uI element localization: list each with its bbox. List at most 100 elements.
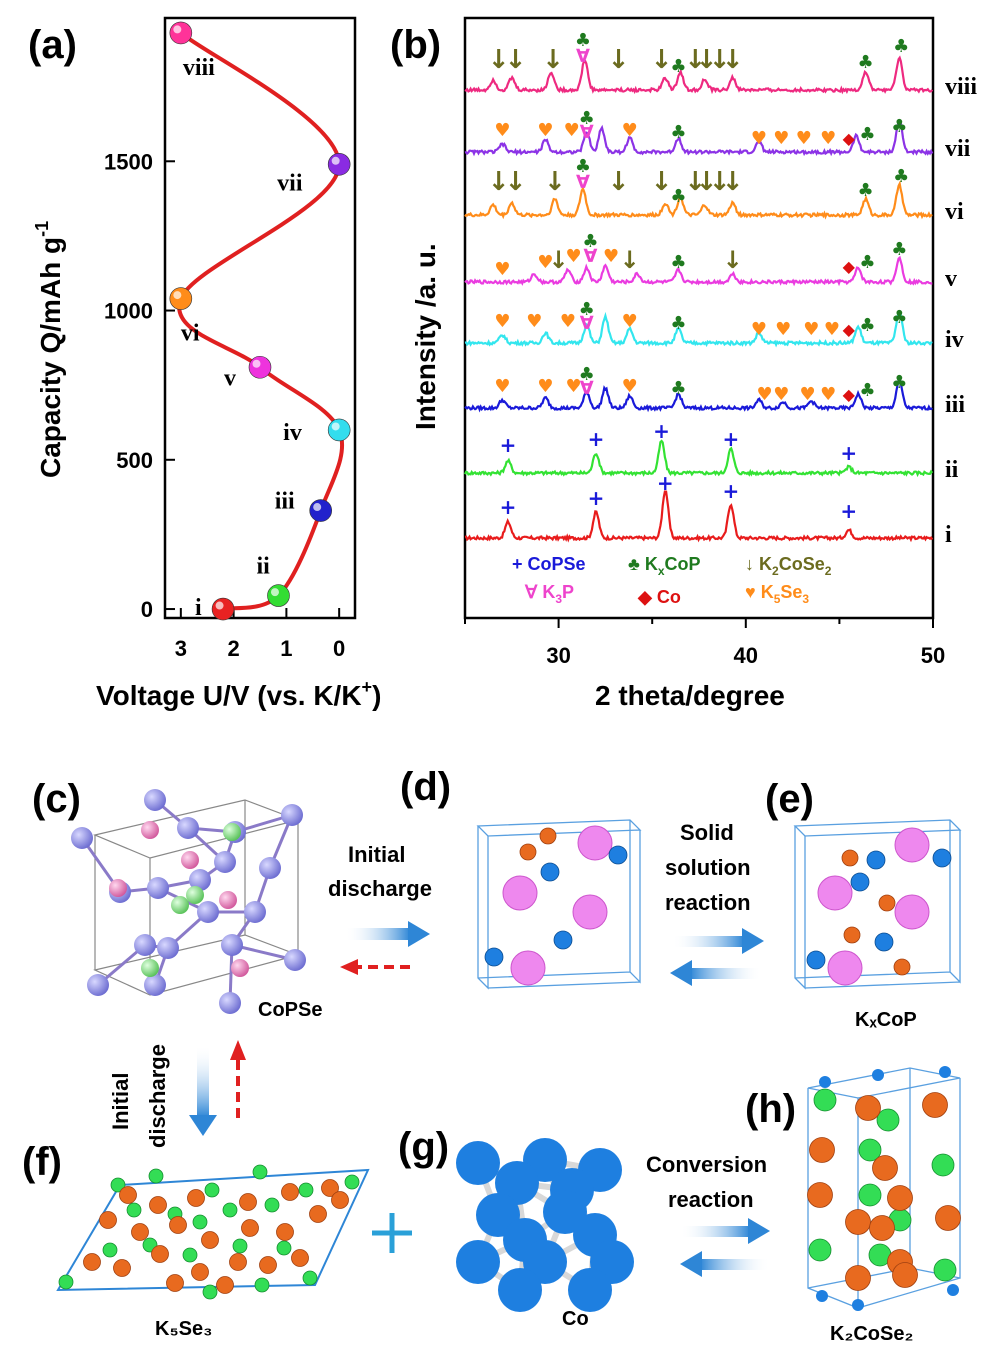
series-label-iv: iv <box>945 327 964 353</box>
p-atom <box>223 823 241 841</box>
co-atom <box>144 974 166 996</box>
co-atom <box>71 827 93 849</box>
phase-marker: ↓ <box>608 45 630 75</box>
phase-marker: + <box>500 433 517 457</box>
point-label-viii: viii <box>183 55 215 81</box>
p-atom <box>843 926 861 944</box>
phase-marker: ♥ <box>751 128 767 149</box>
phase-marker: ↓ <box>696 167 718 197</box>
phase-marker: ↓ <box>722 45 744 75</box>
co-atom <box>543 1190 587 1234</box>
k-atom <box>113 1259 131 1277</box>
legend-kxcop: ♣ KxCoP <box>628 554 701 578</box>
se-atom <box>126 1202 142 1218</box>
vertical-initial-label: Initial <box>108 1073 133 1130</box>
co-atom <box>259 857 281 879</box>
x-tick-label: 50 <box>921 643 945 668</box>
phase-marker: ♥ <box>824 319 840 340</box>
legend-k3p: ∀ K3P <box>524 582 574 606</box>
point-highlight <box>173 25 182 34</box>
co-atom <box>816 1290 828 1302</box>
k-atom <box>131 1223 149 1241</box>
phase-marker: ∀ <box>580 378 594 399</box>
phase-marker: ↓ <box>709 167 731 197</box>
co-atom <box>189 869 211 891</box>
se-atom <box>876 1108 900 1132</box>
k-atom <box>845 1209 871 1235</box>
k-atom <box>259 1256 277 1274</box>
phase-marker: ♥ <box>796 128 812 149</box>
k-atom <box>935 1205 961 1231</box>
cell-e-box <box>793 819 962 990</box>
phase-marker: ♥ <box>494 376 510 397</box>
xrd-series-iii <box>464 376 933 413</box>
se-atom <box>344 1174 360 1190</box>
phase-marker: ↓ <box>608 167 630 197</box>
phase-marker: ♣ <box>670 378 686 399</box>
data-point-viii <box>169 21 193 45</box>
phase-marker: + <box>722 479 739 503</box>
phase-marker: ♥ <box>526 311 542 332</box>
co-atom <box>523 1240 567 1284</box>
k-atom <box>201 1231 219 1249</box>
k-atom <box>291 1249 309 1267</box>
solid-solution-arrow-right <box>672 928 764 954</box>
se-atom <box>58 1274 74 1290</box>
solid-solution-label-2: solution <box>665 855 751 880</box>
se-atom <box>182 1247 198 1263</box>
co-atom <box>540 862 560 882</box>
series-label-i: i <box>945 522 952 548</box>
vertical-discharge-label: discharge <box>145 1044 170 1148</box>
phase-marker: + <box>722 427 739 451</box>
phase-marker: ♥ <box>494 259 510 280</box>
p-atom <box>519 843 537 861</box>
phase-marker: ◆ <box>843 129 856 148</box>
phase-marker: ♥ <box>775 319 791 340</box>
se-atom <box>102 1242 118 1258</box>
phase-marker: ♣ <box>859 380 875 401</box>
co-atom <box>87 974 109 996</box>
se-atom <box>298 1182 314 1198</box>
p-atom <box>186 886 204 904</box>
point-highlight <box>270 588 279 597</box>
co-atom <box>852 1299 864 1311</box>
co-atom <box>456 1141 500 1185</box>
se-atom <box>254 1277 270 1293</box>
p-atom <box>539 827 557 845</box>
caption-kxcop: KₓCoP <box>855 1009 917 1031</box>
co-atom <box>144 789 166 811</box>
phase-marker: ∀ <box>576 172 590 193</box>
phase-marker: ↓ <box>684 167 706 197</box>
se-atom <box>219 891 237 909</box>
point-highlight <box>215 601 224 610</box>
point-label-iii: iii <box>275 489 295 515</box>
y-tick-label: 500 <box>116 448 153 473</box>
p-atom <box>141 959 159 977</box>
k-atom <box>216 1276 234 1294</box>
phase-marker: ♥ <box>537 252 553 273</box>
phase-marker: ♣ <box>670 56 686 77</box>
k-atom <box>149 1196 167 1214</box>
phase-marker: ♣ <box>859 252 875 273</box>
co-atom <box>157 937 179 959</box>
k-atom <box>83 1253 101 1271</box>
co-atom <box>866 850 886 870</box>
solid-solution-arrow-left <box>670 960 762 986</box>
co-atom <box>484 947 504 967</box>
k-atom <box>845 1265 871 1291</box>
phase-marker: + <box>588 427 605 451</box>
phase-marker: ♥ <box>564 120 580 141</box>
cell-e-atoms <box>806 827 952 986</box>
k-atom <box>855 1095 881 1121</box>
chart-b-legend: + CoPSe ♣ KxCoP ↓ K2CoSe2 ∀ K3P ◆ Co ♥ K… <box>512 554 832 607</box>
cell-h-atoms <box>807 1066 961 1311</box>
p-atom <box>841 849 859 867</box>
co-atom <box>874 932 894 952</box>
phase-marker: ♥ <box>537 120 553 141</box>
phase-marker: ♥ <box>494 120 510 141</box>
phase-marker: ♥ <box>756 384 772 405</box>
phase-marker: ↓ <box>620 246 640 274</box>
phase-marker: ♥ <box>622 120 638 141</box>
